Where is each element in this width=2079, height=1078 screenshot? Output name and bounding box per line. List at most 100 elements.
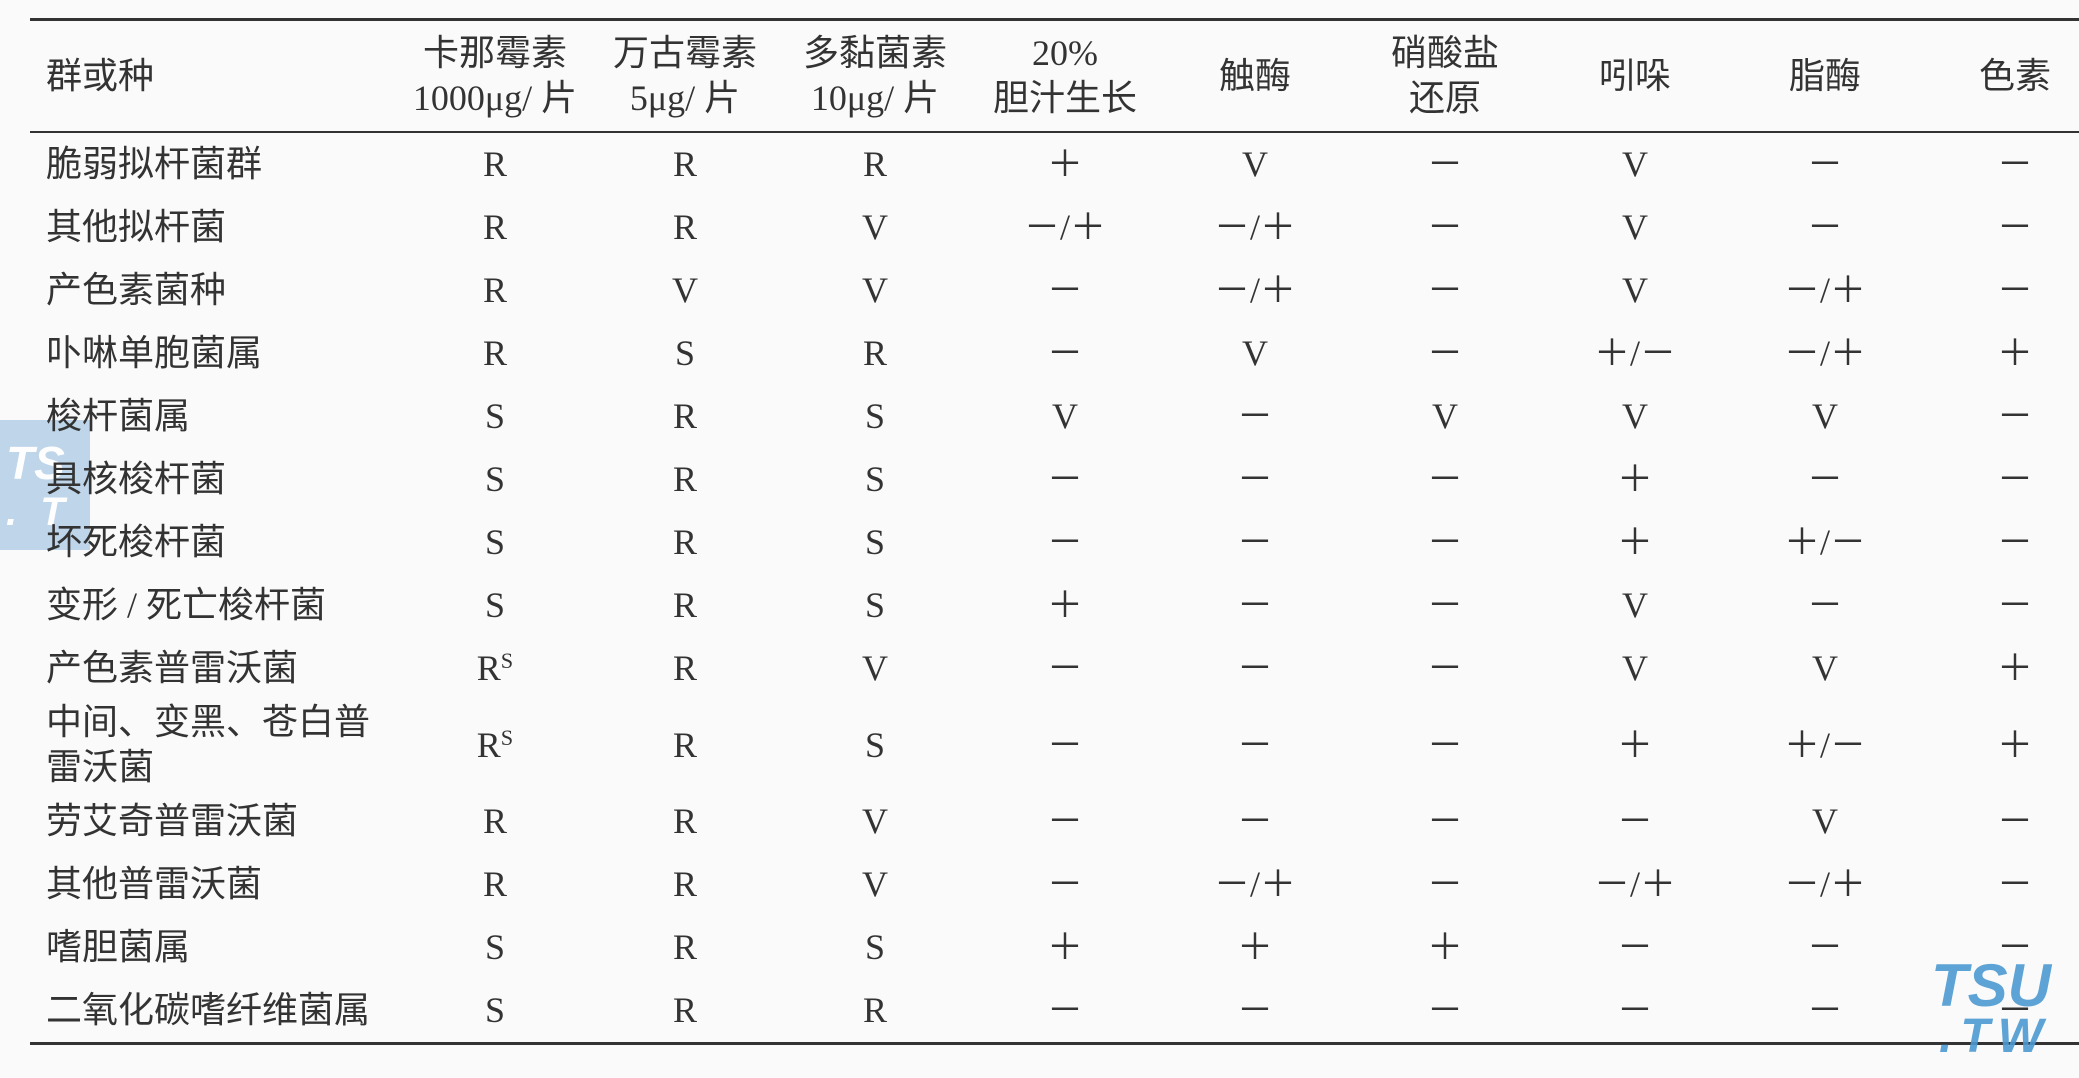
cell-text: －/＋ bbox=[1784, 333, 1866, 373]
cell-text: － bbox=[1617, 990, 1653, 1030]
cell-text: － bbox=[1997, 270, 2033, 310]
cell-text: R bbox=[673, 459, 697, 499]
cell-lipase: V bbox=[1730, 790, 1920, 853]
cell-text: 产色素菌种 bbox=[46, 270, 226, 310]
cell-text: － bbox=[1997, 459, 2033, 499]
cell-indole: ＋ bbox=[1540, 511, 1730, 574]
cell-text: 产色素普雷沃菌 bbox=[46, 648, 298, 688]
cell-text: R bbox=[483, 207, 507, 247]
cell-text: S bbox=[865, 396, 885, 436]
cell-text: ＋ bbox=[1047, 927, 1083, 967]
cell-text: 嗜胆菌属 bbox=[46, 927, 190, 967]
cell-bile20: － bbox=[970, 511, 1160, 574]
cell-text: ＋ bbox=[1617, 522, 1653, 562]
cell-text: S bbox=[865, 725, 885, 765]
cell-text: － bbox=[1427, 522, 1463, 562]
cell-bile20: － bbox=[970, 853, 1160, 916]
cell-bile20: － bbox=[970, 790, 1160, 853]
cell-text: ＋/－ bbox=[1594, 333, 1676, 373]
cell-text: － bbox=[1427, 990, 1463, 1030]
cell-kanamycin: RS bbox=[400, 637, 590, 700]
cell-text: 中间、变黑、苍白普雷沃菌 bbox=[46, 702, 370, 787]
cell-catalase: － bbox=[1160, 700, 1350, 790]
cell-vancomycin: S bbox=[590, 322, 780, 385]
cell-bile20: － bbox=[970, 700, 1160, 790]
cell-text: R bbox=[483, 270, 507, 310]
cell-text: ＋ bbox=[1997, 648, 2033, 688]
cell-name: 坏死梭杆菌 bbox=[30, 511, 400, 574]
cell-text: 坏死梭杆菌 bbox=[46, 522, 226, 562]
cell-text: R bbox=[863, 333, 887, 373]
cell-nitrate: － bbox=[1350, 511, 1540, 574]
cell-kanamycin: S bbox=[400, 979, 590, 1044]
cell-pigment: － bbox=[1920, 196, 2079, 259]
col-header-catalase-l1: 触酶 bbox=[1219, 56, 1291, 96]
cell-lipase: － bbox=[1730, 916, 1920, 979]
cell-text: － bbox=[1427, 725, 1463, 765]
cell-polymyxin: S bbox=[780, 385, 970, 448]
col-header-nitrate: 硝酸盐 还原 bbox=[1350, 20, 1540, 133]
cell-text: V bbox=[1812, 801, 1838, 841]
cell-nitrate: ＋ bbox=[1350, 916, 1540, 979]
col-header-vancomycin-l1: 万古霉素 bbox=[613, 33, 757, 73]
cell-text: 脆弱拟杆菌群 bbox=[46, 144, 262, 184]
cell-text: －/＋ bbox=[1594, 864, 1676, 904]
cell-text: S bbox=[865, 459, 885, 499]
cell-polymyxin: V bbox=[780, 790, 970, 853]
cell-polymyxin: R bbox=[780, 322, 970, 385]
cell-vancomycin: R bbox=[590, 385, 780, 448]
table-row: 二氧化碳嗜纤维菌属SRR－－－－－－ bbox=[30, 979, 2079, 1044]
cell-catalase: ＋ bbox=[1160, 916, 1350, 979]
cell-text: R bbox=[477, 725, 501, 765]
cell-indole: V bbox=[1540, 574, 1730, 637]
cell-pigment: － bbox=[1920, 790, 2079, 853]
cell-pigment: － bbox=[1920, 259, 2079, 322]
cell-vancomycin: R bbox=[590, 853, 780, 916]
cell-indole: V bbox=[1540, 196, 1730, 259]
cell-vancomycin: R bbox=[590, 979, 780, 1044]
cell-text: V bbox=[1622, 270, 1648, 310]
cell-indole: －/＋ bbox=[1540, 853, 1730, 916]
cell-text: － bbox=[1237, 725, 1273, 765]
cell-text: ＋ bbox=[1047, 144, 1083, 184]
cell-text: ＋ bbox=[1617, 459, 1653, 499]
col-header-pigment: 色素 bbox=[1920, 20, 2079, 133]
cell-bile20: －/＋ bbox=[970, 196, 1160, 259]
cell-kanamycin: RS bbox=[400, 700, 590, 790]
cell-nitrate: － bbox=[1350, 700, 1540, 790]
cell-text: S bbox=[865, 522, 885, 562]
cell-sup: S bbox=[501, 648, 513, 673]
cell-sup: S bbox=[501, 725, 513, 750]
table-row: 卟啉单胞菌属RSR－V－＋/－－/＋＋ bbox=[30, 322, 2079, 385]
cell-text: 其他拟杆菌 bbox=[46, 207, 226, 247]
col-header-kanamycin: 卡那霉素 1000μg/ 片 bbox=[400, 20, 590, 133]
cell-lipase: －/＋ bbox=[1730, 853, 1920, 916]
cell-pigment: ＋ bbox=[1920, 322, 2079, 385]
cell-text: V bbox=[862, 801, 888, 841]
cell-text: 其他普雷沃菌 bbox=[46, 864, 262, 904]
cell-polymyxin: S bbox=[780, 511, 970, 574]
cell-text: S bbox=[485, 459, 505, 499]
cell-bile20: － bbox=[970, 637, 1160, 700]
cell-text: － bbox=[1807, 459, 1843, 499]
table-row: 变形 / 死亡梭杆菌SRS＋－－V－－ bbox=[30, 574, 2079, 637]
cell-pigment: ＋ bbox=[1920, 637, 2079, 700]
cell-text: － bbox=[1047, 725, 1083, 765]
cell-text: R bbox=[483, 864, 507, 904]
cell-text: R bbox=[863, 144, 887, 184]
cell-text: － bbox=[1997, 396, 2033, 436]
cell-catalase: － bbox=[1160, 385, 1350, 448]
cell-text: － bbox=[1047, 648, 1083, 688]
cell-vancomycin: R bbox=[590, 196, 780, 259]
cell-kanamycin: S bbox=[400, 448, 590, 511]
col-header-kanamycin-l2: 1000μg/ 片 bbox=[413, 78, 577, 118]
cell-name: 其他普雷沃菌 bbox=[30, 853, 400, 916]
cell-indole: V bbox=[1540, 637, 1730, 700]
cell-nitrate: － bbox=[1350, 196, 1540, 259]
cell-text: R bbox=[673, 144, 697, 184]
cell-bile20: V bbox=[970, 385, 1160, 448]
cell-catalase: － bbox=[1160, 637, 1350, 700]
cell-lipase: － bbox=[1730, 448, 1920, 511]
col-header-kanamycin-l1: 卡那霉素 bbox=[423, 33, 567, 73]
table-body: 脆弱拟杆菌群RRR＋V－V－－其他拟杆菌RRV－/＋－/＋－V－－产色素菌种RV… bbox=[30, 132, 2079, 1044]
